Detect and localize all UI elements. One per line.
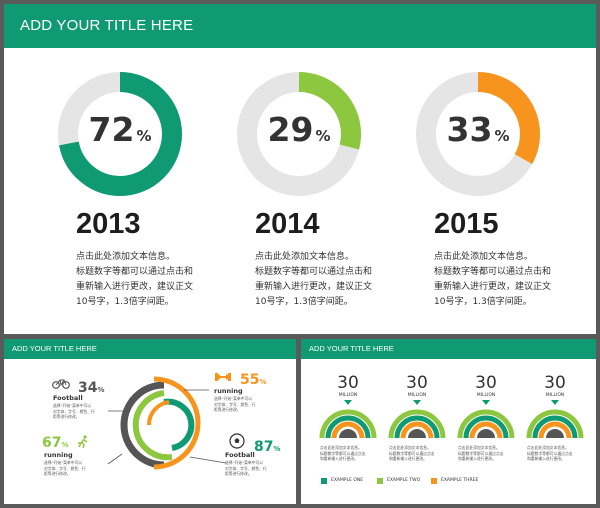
sports-slide[interactable]: ADD YOUR TITLE HERE 34% Football 选择“开始”菜…: [4, 339, 296, 504]
half-ring-chart: [319, 400, 377, 439]
percent-value: 29%: [267, 110, 331, 149]
concentric-ring-chart: [107, 376, 227, 470]
pointer-triangle: [413, 400, 421, 405]
sports-slide-header: ADD YOUR TITLE HERE: [4, 339, 296, 359]
item-description: 选择“开始”菜单中可以 对字体、字号、颜色、行 距等进行修改。: [53, 403, 95, 419]
progress-ring: [58, 72, 182, 196]
stat-running-55: 55%: [240, 372, 267, 388]
pointer-triangle: [482, 400, 490, 405]
item-description: 选择“开始”菜单中可以 对字体、字号、颜色、行 距等进行修改。: [225, 460, 267, 476]
ring-football-87: [163, 398, 195, 451]
million-column: 30 MILLION 点击此处添加文本信息。 标题数字等都可以通过点击 和重新输入进…: [315, 373, 381, 483]
legend-label: EXAMPLE ONE: [331, 478, 364, 483]
connector-line: [189, 456, 227, 464]
year-label: 2013: [76, 208, 141, 240]
ring-running-67: [132, 390, 173, 461]
percent-value: 33%: [446, 110, 510, 149]
million-value: 30: [544, 373, 566, 393]
stat-card-2013: 72% 2013 点击此处添加文本信息。 标题数字等都可以通过点击和 重新输入进行更…: [58, 48, 228, 334]
ring-football-34: [120, 381, 165, 469]
legend-label: EXAMPLE THREE: [441, 478, 479, 483]
million-value: 30: [337, 373, 359, 393]
million-slide-header: ADD YOUR TITLE HERE: [301, 339, 596, 359]
progress-ring: [237, 72, 361, 196]
column-description: 点击此处添加文本信息。 标题数字等都可以通过点击 和重新输入进行更改。: [527, 445, 573, 461]
item-description: 选择“开始”菜单中可以 对字体、字号、颜色、行 距等进行修改。: [214, 396, 256, 412]
item-label: Football: [225, 451, 255, 459]
half-ring-chart: [388, 400, 446, 439]
legend-swatch: [431, 478, 437, 484]
half-ring-chart: [457, 400, 515, 439]
million-value: 30: [475, 373, 497, 393]
description-text: 点击此处添加文本信息。 标题数字等都可以通过点击和 重新输入进行更改，建议正文 10号…: [434, 252, 552, 307]
million-unit: MILLION: [338, 393, 358, 398]
million-slide[interactable]: ADD YOUR TITLE HERE 30 MILLION 点击此处添加文本信…: [301, 339, 596, 504]
item-description: 选择“开始”菜单中可以 对字体、字号、颜色、行 距等进行修改。: [44, 460, 86, 476]
stat-football-34: 34%: [78, 380, 105, 396]
stat-running-67: 67%: [42, 435, 69, 451]
sports-slide-title: ADD YOUR TITLE HERE: [12, 344, 97, 353]
ring-running-55: [153, 376, 201, 470]
million-value: 30: [406, 373, 428, 393]
stat-football-87: 87%: [254, 439, 281, 455]
item-label: running: [44, 451, 73, 459]
million-column: 30 MILLION 点击此处添加文本信息。 标题数字等都可以通过点击 和重新输入进…: [453, 373, 519, 483]
stat-card-2015: 33% 2015 点击此处添加文本信息。 标题数字等都可以通过点击和 重新输入进行更…: [416, 48, 586, 334]
main-slide-header: ADD YOUR TITLE HERE: [4, 4, 596, 48]
ring-progress: [416, 72, 540, 196]
percent-value: 72%: [88, 110, 152, 149]
ring-inner-accent: [146, 400, 170, 426]
dumbbell-icon: [215, 373, 231, 381]
description-text: 点击此处添加文本信息。 标题数字等都可以通过点击和 重新输入进行更改，建议正文 10号…: [76, 252, 194, 307]
million-slide-title: ADD YOUR TITLE HERE: [309, 344, 394, 353]
bicycle-icon: [52, 379, 70, 389]
stat-card-2014: 29% 2014 点击此处添加文本信息。 标题数字等都可以通过点击和 重新输入进行更…: [237, 48, 407, 334]
million-column: 30 MILLION 点击此处添加文本信息。 标题数字等都可以通过点击 和重新输入进…: [522, 373, 588, 483]
item-label: Football: [53, 394, 83, 402]
connector-line: [107, 453, 123, 465]
half-ring-chart: [526, 400, 584, 439]
million-unit: MILLION: [545, 393, 565, 398]
legend-swatch: [321, 478, 327, 484]
million-unit: MILLION: [407, 393, 427, 398]
soccer-ball-icon: [229, 433, 245, 449]
column-description: 点击此处添加文本信息。 标题数字等都可以通过点击 和重新输入进行更改。: [320, 445, 366, 461]
progress-ring: [416, 72, 540, 196]
legend-label: EXAMPLE TWO: [387, 478, 421, 483]
ring-progress: [58, 72, 182, 196]
column-description: 点击此处添加文本信息。 标题数字等都可以通过点击 和重新输入进行更改。: [389, 445, 435, 461]
main-slide-title: ADD YOUR TITLE HERE: [20, 17, 194, 34]
million-unit: MILLION: [476, 393, 496, 398]
million-column: 30 MILLION 点击此处添加文本信息。 标题数字等都可以通过点击 和重新输入进…: [384, 373, 450, 483]
ring-progress: [237, 72, 361, 196]
pointer-triangle: [344, 400, 352, 405]
year-label: 2014: [255, 208, 320, 240]
item-label: running: [214, 387, 243, 395]
legend-swatch: [377, 478, 383, 484]
main-slide[interactable]: ADD YOUR TITLE HERE 72% 2013 点击此处添加文本信息。…: [4, 4, 596, 334]
description-text: 点击此处添加文本信息。 标题数字等都可以通过点击和 重新输入进行更改，建议正文 10号…: [255, 252, 373, 307]
column-description: 点击此处添加文本信息。 标题数字等都可以通过点击 和重新输入进行更改。: [458, 445, 504, 461]
year-label: 2015: [434, 208, 499, 240]
pointer-triangle: [551, 400, 559, 405]
running-icon: [78, 435, 88, 449]
